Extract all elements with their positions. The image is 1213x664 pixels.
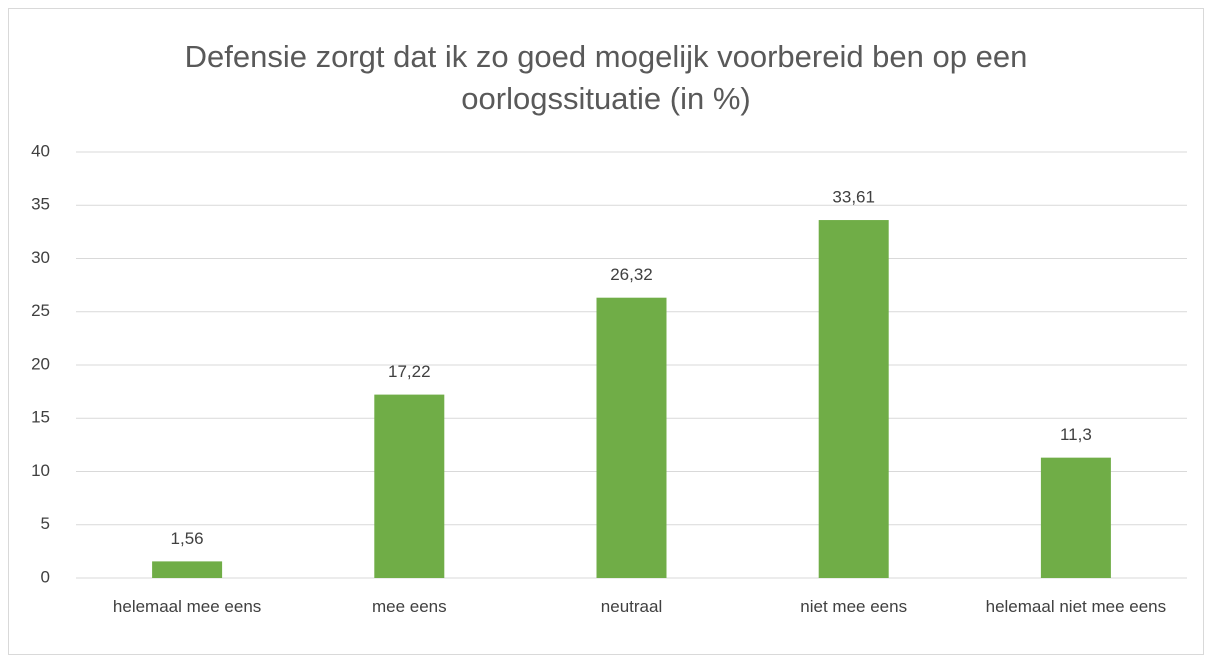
y-tick-label: 10: [31, 461, 50, 480]
bar: [374, 394, 445, 578]
y-tick-label: 15: [31, 408, 50, 427]
data-label: 1,56: [171, 529, 204, 548]
y-tick-label: 25: [31, 301, 50, 320]
y-tick-label: 5: [41, 514, 50, 533]
bar: [1040, 457, 1111, 578]
data-label: 33,61: [832, 188, 875, 207]
y-tick-label: 30: [31, 248, 50, 267]
data-label: 11,3: [1060, 425, 1092, 444]
y-tick-label: 0: [41, 567, 50, 586]
data-label: 17,22: [388, 362, 431, 381]
x-tick-label: helemaal mee eens: [112, 597, 262, 616]
bar: [596, 297, 667, 578]
y-tick-label: 35: [31, 195, 50, 214]
x-tick-label: niet mee eens: [800, 597, 908, 616]
y-tick-label: 40: [31, 141, 50, 160]
data-label: 26,32: [610, 265, 653, 284]
x-tick-label: neutraal: [600, 597, 663, 616]
bar: [152, 561, 223, 578]
chart-frame: [8, 8, 1204, 655]
y-tick-label: 20: [31, 354, 50, 373]
bar: [818, 220, 889, 578]
chart-title: Defensie zorgt dat ik zo goed mogelijk v…: [184, 39, 1028, 116]
x-tick-label: mee eens: [371, 597, 447, 616]
x-tick-label: helemaal niet mee eens: [985, 597, 1167, 616]
